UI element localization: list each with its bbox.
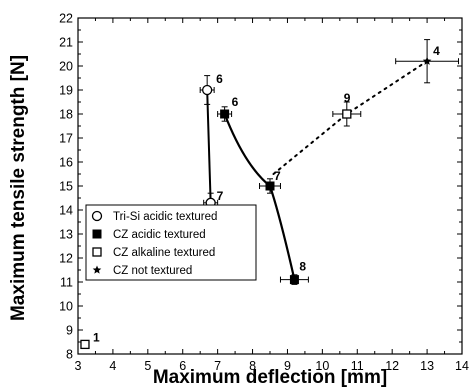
legend-entry: CZ acidic textured [113,229,206,241]
point-label: 7 [274,169,281,183]
y-tick-label: 22 [59,12,73,26]
point-label: 6 [216,72,223,86]
legend-box [85,204,257,281]
x-tick-label: 6 [179,359,186,373]
data-point [202,84,213,96]
legend-marker [92,229,102,239]
y-tick-label: 20 [59,60,73,74]
y-tick-label: 16 [59,156,73,170]
axes: 3 4 5 6 7 8 9 10 11 12 13 1489101112131415161718192… [59,12,469,374]
x-tick-label: 8 [249,359,256,373]
x-tick-label: 14 [455,359,469,373]
data-markers [80,56,432,350]
x-tick-label: 12 [385,359,399,373]
y-tick-label: 14 [59,204,73,218]
y-tick-label: 11 [60,276,73,290]
legend-entry: CZ alkaline textured [113,247,215,259]
legend-entry: CZ not textured [113,265,192,277]
point-label: 1 [93,330,100,344]
x-tick-label: 5 [144,359,151,373]
legend-marker [92,265,102,274]
x-tick-label: 10 [315,359,329,373]
point-label: 4 [433,44,440,58]
y-tick-label: 9 [66,324,73,338]
data-point [289,275,299,285]
x-tick-label: 7 [214,359,221,373]
point-label: 6 [232,95,239,109]
y-tick-label: 21 [59,36,73,50]
y-tick-label: 19 [59,84,73,98]
x-tick-label: 3 [75,359,82,373]
y-tick-label: 10 [59,300,73,314]
legend: Tri-Si acidic textured CZ acidic textured… [85,204,257,281]
legend-marker [91,210,103,222]
y-tick-label: 17 [59,132,73,146]
legend-marker [92,247,102,257]
x-tick-label: 11 [351,359,364,373]
point-label: 9 [344,91,351,105]
point-label: 8 [299,260,306,274]
data-point [265,181,275,191]
data-point [220,109,230,119]
x-tick-label: 13 [420,359,434,373]
legend-entry: Tri-Si acidic textured [113,211,217,223]
y-tick-label: 15 [59,180,73,194]
y-tick-label: 12 [59,252,73,266]
x-tick-label: 4 [109,359,116,373]
y-tick-label: 8 [66,348,73,362]
y-axis-title: Maximum tensile strength [N] [8,55,29,321]
x-tick-label: 9 [284,359,291,373]
data-point [342,109,352,119]
point-label: 7 [217,189,224,203]
y-tick-label: 13 [59,228,73,242]
error-bars [80,39,460,348]
y-tick-label: 18 [59,108,73,122]
series-line-tri-si [206,89,212,203]
x-axis-title: Maximum deflection [mm] [153,367,387,388]
point-labels: 6 7 6 7 8 9 1 4 [93,44,440,344]
data-point [422,56,432,65]
data-point [80,339,90,350]
